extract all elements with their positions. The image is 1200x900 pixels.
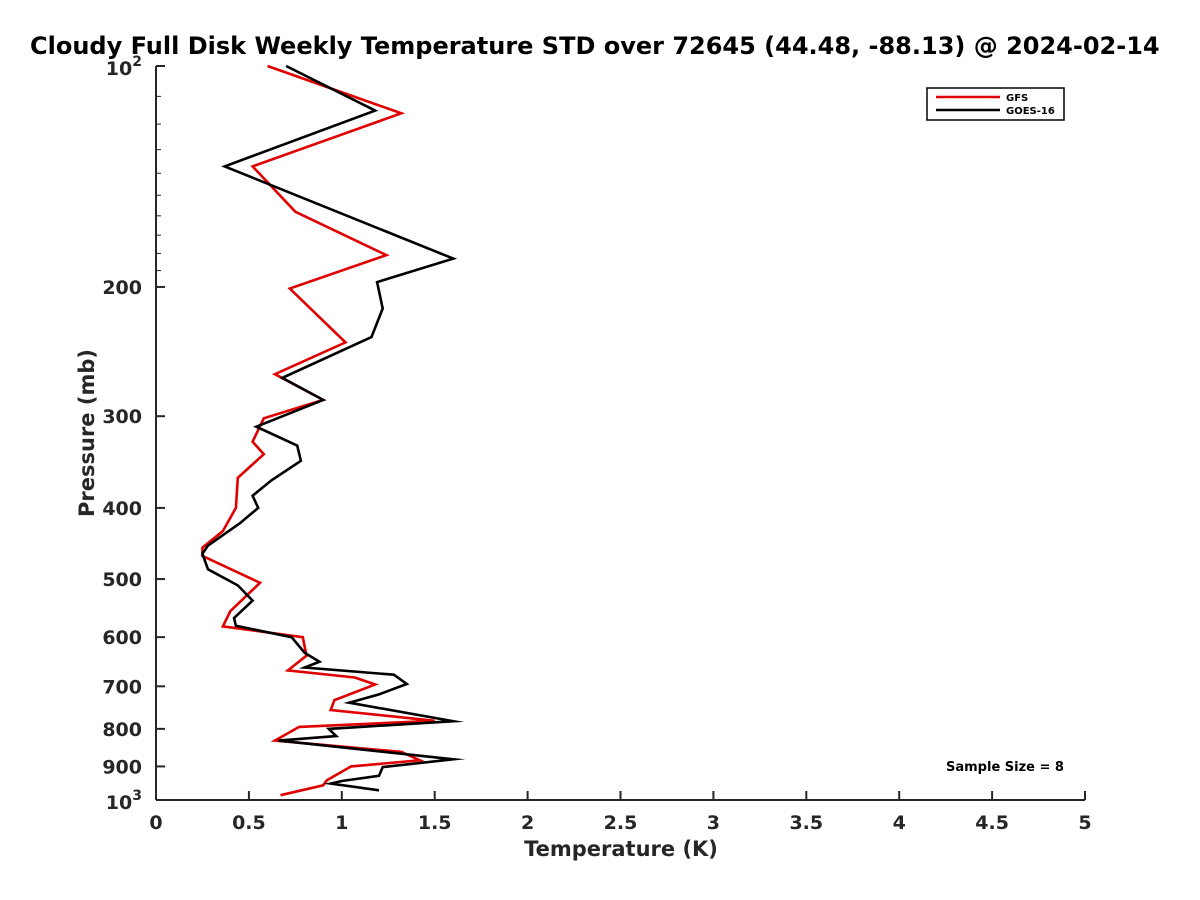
x-tick-label: 3.5 xyxy=(789,812,823,834)
y-tick-label: 400 xyxy=(102,498,142,520)
y-tick-label: 103 xyxy=(106,788,142,814)
x-tick-label: 5 xyxy=(1078,812,1091,834)
series-line-goes16 xyxy=(200,64,466,792)
x-tick-label: 4 xyxy=(893,812,906,834)
x-tick-label: 3 xyxy=(707,812,720,834)
legend-box xyxy=(926,87,1065,121)
plot-lines xyxy=(200,64,466,797)
x-tick-label: 1 xyxy=(335,812,348,834)
y-tick-label: 300 xyxy=(102,406,142,428)
y-tick-label: 900 xyxy=(102,756,142,778)
legend-label-gfs: GFS xyxy=(1006,93,1028,104)
y-tick-label: 800 xyxy=(102,719,142,741)
chart-title: Cloudy Full Disk Weekly Temperature STD … xyxy=(30,32,1160,60)
sample-size-annotation: Sample Size = 8 xyxy=(946,760,1064,775)
y-tick-label: 600 xyxy=(102,627,142,649)
y-tick-label: 700 xyxy=(102,676,142,698)
y-axis-label: Pressure (mb) xyxy=(75,349,99,517)
y-tick-label: 500 xyxy=(102,569,142,591)
x-tick-label: 2 xyxy=(521,812,534,834)
y-tick-label: 200 xyxy=(102,277,142,299)
x-tick-label: 2.5 xyxy=(604,812,638,834)
x-tick-label: 1.5 xyxy=(418,812,452,834)
x-tick-label: 0 xyxy=(149,812,162,834)
legend: GFS GOES-16 xyxy=(926,87,1065,121)
axes: 0 0.5 1 1.5 2 2.5 3 3.5 4 4.5 5 200 300 400 500 600 700 8… xyxy=(102,54,1091,834)
x-axis-label: Temperature (K) xyxy=(524,837,718,861)
x-tick-label: 4.5 xyxy=(975,812,1009,834)
x-tick-label: 0.5 xyxy=(232,812,266,834)
y-tick-label: 102 xyxy=(106,54,142,80)
legend-label-goes16: GOES-16 xyxy=(1006,106,1055,117)
